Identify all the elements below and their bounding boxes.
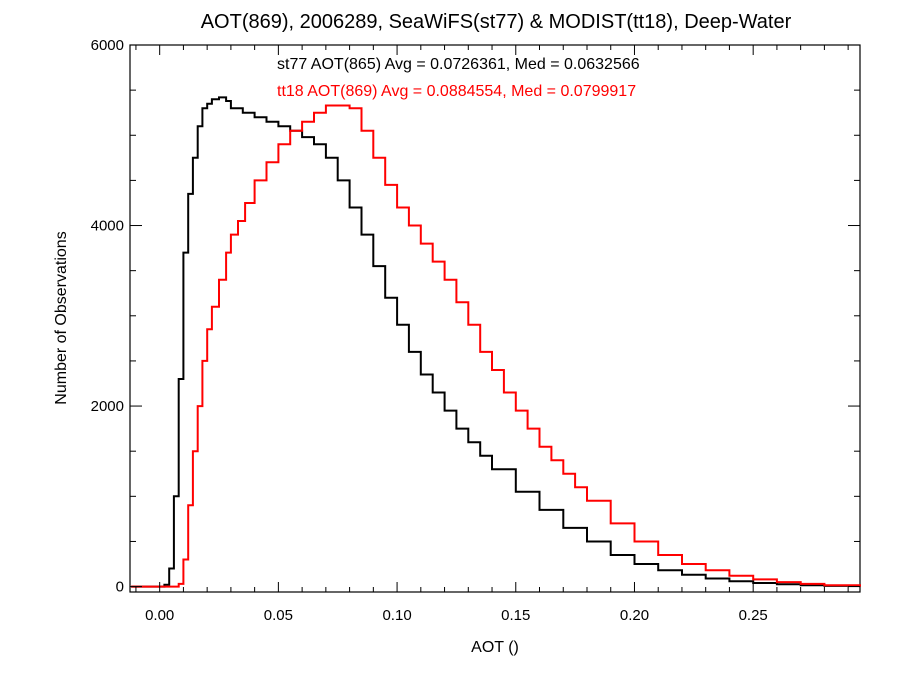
series-line-1: [131, 96, 861, 588]
y-tick-label: 0: [116, 579, 124, 596]
x-axis-label: AOT (): [471, 639, 519, 656]
ticks-layer: 0.00 0.05 0.10 0.15 0.20 0.25 0 2000 4000 6000: [91, 37, 860, 624]
x-tick-label: 0.20: [620, 607, 649, 624]
plot-border: [129, 44, 861, 593]
y-axis-label: Number of Observations: [53, 231, 70, 404]
plot-frame: [129, 44, 861, 593]
legend-entry-2: tt18 AOT(869) Avg = 0.0884554, Med = 0.0…: [277, 83, 636, 100]
y-tick-label: 4000: [91, 218, 124, 235]
legend-entry-1: st77 AOT(865) Avg = 0.0726361, Med = 0.0…: [277, 56, 640, 73]
x-tick-label: 0.10: [382, 607, 411, 624]
series-layer: [131, 96, 861, 588]
y-tick-label: 2000: [91, 398, 124, 415]
chart-title: AOT(869), 2006289, SeaWiFS(st77) & MODIS…: [201, 11, 792, 33]
x-tick-label: 0.15: [501, 607, 530, 624]
x-tick-label: 0.00: [145, 607, 174, 624]
x-tick-label: 0.25: [739, 607, 768, 624]
x-tick-label: 0.05: [264, 607, 293, 624]
legend: st77 AOT(865) Avg = 0.0726361, Med = 0.0…: [277, 56, 640, 100]
y-tick-label: 6000: [91, 37, 124, 54]
series-line-2: [131, 104, 861, 588]
